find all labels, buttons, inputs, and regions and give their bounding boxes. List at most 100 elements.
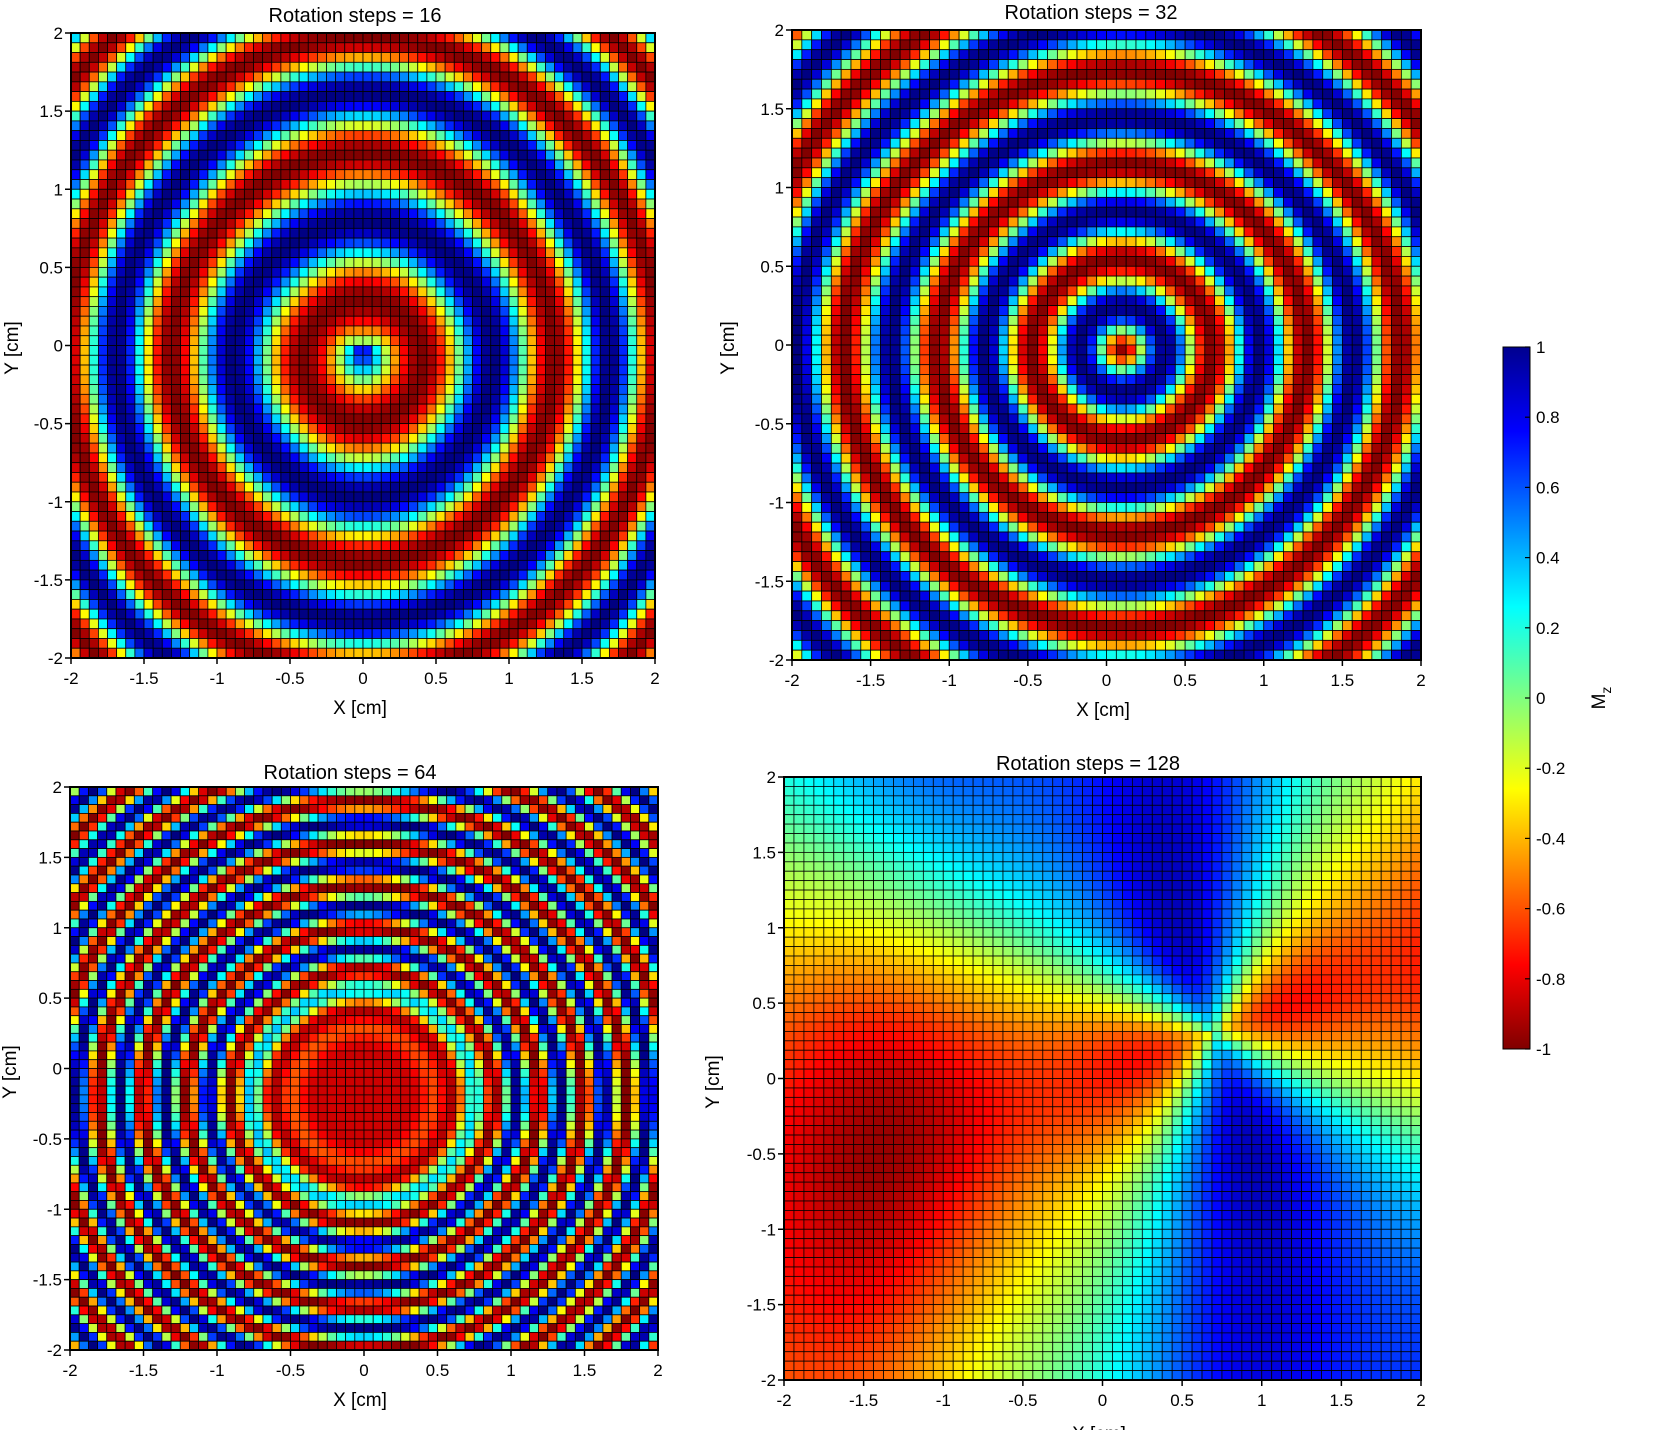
heatmap-cell [1381, 29, 1392, 41]
heatmap-cell [608, 384, 619, 395]
heatmap-cell [1410, 39, 1422, 51]
heatmap-cell [389, 198, 400, 210]
heatmap-cell [636, 423, 647, 434]
heatmap-cell [444, 432, 455, 444]
heatmap-cell [371, 589, 382, 600]
heatmap-cell [353, 140, 364, 151]
heatmap-cell [408, 325, 419, 337]
heatmap-cell [1233, 68, 1245, 80]
heatmap-cell [1007, 68, 1019, 80]
heatmap-cell [1292, 29, 1304, 41]
colorbar-label-subscript: z [1598, 687, 1614, 694]
heatmap-cell [353, 511, 364, 522]
heatmap-cell [88, 647, 99, 659]
heatmap-cell [79, 452, 90, 464]
heatmap-cell [353, 237, 364, 249]
heatmap-cell [134, 530, 145, 542]
heatmap-cell [180, 413, 191, 425]
heatmap-cell [1273, 147, 1284, 159]
heatmap-cell [1096, 98, 1107, 110]
heatmap-cell [389, 550, 400, 561]
heatmap-cell [481, 276, 492, 288]
heatmap-cell [326, 403, 337, 415]
heatmap-cell [107, 306, 118, 317]
heatmap-cell [608, 520, 619, 532]
heatmap-cell [216, 227, 227, 239]
heatmap-cell [1371, 29, 1383, 41]
heatmap-cell [627, 110, 638, 122]
heatmap-cell [216, 52, 227, 63]
heatmap-cell [435, 413, 446, 425]
heatmap-cell [353, 481, 364, 493]
heatmap-cell [508, 481, 519, 493]
heatmap-cell [1204, 59, 1216, 70]
heatmap-cell [243, 140, 254, 151]
heatmap-cell [599, 159, 610, 171]
heatmap-cell [107, 491, 118, 503]
heatmap-cell [234, 423, 245, 434]
heatmap-cell [152, 491, 163, 503]
heatmap-cell [70, 198, 81, 210]
heatmap-cell [830, 88, 842, 100]
heatmap-cell [116, 364, 127, 376]
heatmap-cell [207, 227, 218, 239]
heatmap-cell [289, 71, 300, 83]
heatmap-cell [508, 61, 519, 73]
heatmap-cell [426, 257, 437, 268]
heatmap-cell [850, 128, 862, 139]
heatmap-cell [353, 335, 364, 346]
heatmap-cell [362, 315, 373, 327]
heatmap-cell [608, 198, 619, 210]
heatmap-cell [262, 364, 273, 376]
heatmap-cell [462, 325, 473, 337]
heatmap-cell [581, 345, 592, 356]
heatmap-cell [362, 442, 373, 454]
heatmap-cell [225, 569, 236, 581]
heatmap-cell [1155, 128, 1166, 139]
heatmap-cell [161, 227, 172, 239]
heatmap-cell [417, 306, 428, 317]
heatmap-cell [335, 608, 346, 620]
heatmap-cell [997, 108, 1009, 120]
heatmap-cell [116, 179, 127, 190]
heatmap-cell [909, 137, 921, 149]
heatmap-cell [608, 354, 619, 366]
heatmap-cell [563, 237, 574, 249]
heatmap-cell [143, 276, 154, 288]
heatmap-cell [289, 325, 300, 337]
heatmap-cell [298, 638, 309, 649]
heatmap-cell [645, 511, 656, 522]
heatmap-cell [1027, 78, 1039, 90]
heatmap-cell [143, 403, 154, 415]
heatmap-cell [161, 218, 172, 229]
heatmap-cell [1253, 98, 1265, 110]
heatmap-cell [335, 120, 346, 132]
heatmap-cell [298, 32, 309, 44]
heatmap-cell [216, 608, 227, 620]
heatmap-cell [1076, 59, 1088, 70]
heatmap-cell [180, 423, 191, 434]
heatmap-cell [490, 638, 501, 649]
heatmap-cell [198, 247, 209, 259]
heatmap-cell [170, 140, 181, 151]
heatmap-cell [870, 88, 881, 100]
heatmap-cell [79, 81, 90, 93]
y-axis-label: Y [cm] [2, 321, 23, 375]
heatmap-cell [444, 227, 455, 239]
heatmap-cell [134, 247, 145, 259]
heatmap-cell [417, 608, 428, 620]
heatmap-cell [426, 32, 437, 44]
heatmap-cell [380, 638, 391, 649]
heatmap-cell [636, 511, 647, 522]
heatmap-cell [627, 608, 638, 620]
heatmap-cell [978, 29, 990, 41]
heatmap-cell [262, 91, 273, 102]
heatmap-cell [490, 120, 501, 132]
heatmap-cell [1322, 49, 1333, 60]
heatmap-cell [417, 198, 428, 210]
heatmap-cell [198, 559, 209, 571]
heatmap-cell [180, 345, 191, 356]
heatmap-cell [189, 247, 200, 259]
heatmap-cell [143, 130, 154, 141]
heatmap-cell [180, 71, 191, 83]
